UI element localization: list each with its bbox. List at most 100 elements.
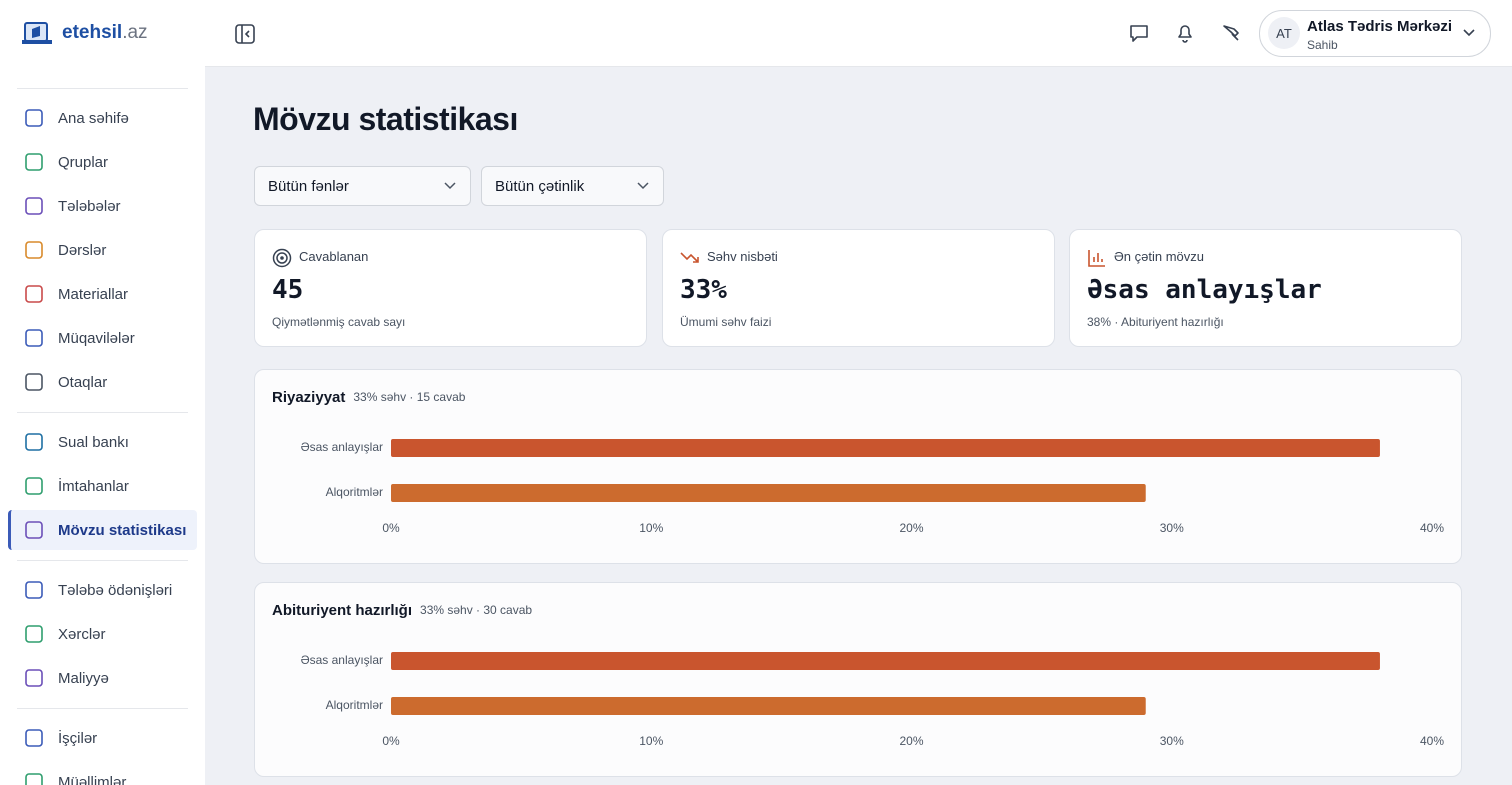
x-tick-label: 30%	[1160, 521, 1184, 535]
card-label: Səhv nisbəti	[707, 249, 778, 264]
notifications-button[interactable]	[1175, 23, 1195, 43]
difficulty-filter[interactable]: Bütün çətinlik	[481, 166, 664, 206]
topbar: AT Atlas Tədris Mərkəzi Sahib	[205, 0, 1512, 67]
nav-item[interactable]: Ana səhifə	[8, 98, 194, 138]
subject-filter[interactable]: Bütün fənlər	[254, 166, 471, 206]
panel-title: Abituriyent hazırlığı	[272, 602, 412, 619]
nav-label: Materiallar	[58, 285, 129, 303]
category-label: Alqoritmlər	[326, 485, 383, 499]
divider	[17, 88, 188, 89]
nav-label: Tələbə ödənişləri	[58, 581, 173, 599]
nav-icon	[25, 581, 43, 599]
category-label: Əsas anlayışlar	[301, 440, 383, 454]
messages-button[interactable]	[1129, 23, 1149, 43]
nav-icon	[25, 197, 43, 215]
stat-card: Cavablanan 45 Qiymətlənmiş cavab sayı	[254, 229, 647, 347]
bar-chart: Riyaziyyat 33% səhv · 15 cavab 0% 10% 20% 30%…	[272, 389, 1444, 535]
nav-icon	[25, 625, 43, 643]
logo[interactable]: etehsil.az	[22, 20, 148, 46]
user-menu[interactable]: AT Atlas Tədris Mərkəzi Sahib	[1259, 10, 1491, 57]
chart-icon	[1088, 250, 1105, 267]
chevron	[1463, 29, 1475, 37]
nav-item[interactable]: Otaqlar	[8, 362, 194, 402]
nav-label: İmtahanlar	[58, 477, 129, 495]
nav-item[interactable]: İmtahanlar	[8, 466, 194, 506]
bar	[391, 652, 1380, 670]
nav-icon	[25, 109, 43, 127]
divider	[17, 560, 188, 561]
nav-item[interactable]: Qruplar	[8, 142, 194, 182]
nav-label: Müəllimlər	[58, 773, 127, 785]
icon-shape	[25, 373, 43, 391]
nav-icon	[25, 153, 43, 171]
icon-shape	[25, 773, 43, 785]
nav-item[interactable]: İşçilər	[8, 718, 194, 758]
x-tick-label: 20%	[899, 521, 923, 535]
nav-icon	[25, 729, 43, 747]
card-label: Ən çətin mövzu	[1114, 249, 1204, 264]
nav-label: Tələbələr	[58, 197, 121, 215]
logo-name: etehsil	[62, 22, 123, 43]
x-tick-label: 40%	[1420, 734, 1444, 748]
icon-shape	[25, 669, 43, 687]
icon-shape	[25, 329, 43, 347]
nav-icon	[25, 477, 43, 495]
nav-item[interactable]: Xərclər	[8, 614, 194, 654]
x-tick-label: 10%	[639, 734, 663, 748]
nav-item[interactable]: Tələbə ödənişləri	[8, 570, 194, 610]
nav-label: Dərslər	[58, 241, 107, 259]
trend-icon	[680, 252, 699, 263]
nav-label: Maliyyə	[58, 669, 109, 687]
target-icon	[272, 248, 292, 268]
panel-subtitle: 33% səhv · 30 cavab	[420, 603, 532, 617]
nav-item[interactable]: Müqavilələr	[8, 318, 194, 358]
nav-label: Qruplar	[58, 153, 109, 171]
nav-item[interactable]: Maliyyə	[8, 658, 194, 698]
chevron	[444, 182, 456, 190]
icon-shape	[25, 197, 43, 215]
bar	[391, 439, 1380, 457]
nav-label: Müqavilələr	[58, 329, 135, 347]
card-value: 45	[272, 275, 304, 305]
icon-shape	[25, 521, 43, 539]
card-value: 33%	[680, 275, 727, 305]
nav-item[interactable]: Tələbələr	[8, 186, 194, 226]
icon-shape	[25, 625, 43, 643]
icon-shape	[25, 729, 43, 747]
nav-label: Mövzu statistikası	[58, 521, 187, 539]
nav-item[interactable]: Müəllimlər	[8, 762, 194, 785]
x-tick-label: 0%	[382, 521, 400, 535]
category-label: Əsas anlayışlar	[301, 653, 383, 667]
topic-panel: Riyaziyyat 33% səhv · 15 cavab 0% 10% 20% 30%…	[254, 369, 1462, 564]
x-tick-label: 40%	[1420, 521, 1444, 535]
avatar: AT	[1268, 17, 1300, 49]
category-label: Alqoritmlər	[326, 698, 383, 712]
bar	[391, 484, 1146, 502]
collapse-button[interactable]	[235, 24, 255, 44]
filter-label: Bütün çətinlik	[495, 177, 585, 195]
nav-icon	[25, 433, 43, 451]
user-role: Sahib	[1307, 38, 1338, 52]
nav-item[interactable]: Mövzu statistikası	[8, 510, 197, 550]
bar-chart: Abituriyent hazırlığı 33% səhv · 30 cavab…	[272, 602, 1444, 748]
tools-button[interactable]	[1221, 23, 1241, 43]
icon-shape	[25, 433, 43, 451]
nav-icon	[25, 373, 43, 391]
icon-shape	[25, 285, 43, 303]
stat-card: Səhv nisbəti 33% Ümumi səhv faizi	[662, 229, 1055, 347]
card-label: Cavablanan	[299, 249, 369, 264]
x-tick-label: 0%	[382, 734, 400, 748]
nav-item[interactable]: Dərslər	[8, 230, 194, 270]
x-tick-label: 10%	[639, 521, 663, 535]
nav-item[interactable]: Materiallar	[8, 274, 194, 314]
card-caption: Ümumi səhv faizi	[680, 315, 772, 329]
nav-label: Xərclər	[58, 625, 106, 643]
nav-item[interactable]: Sual bankı	[8, 422, 194, 462]
sidebar: etehsil.az Ana səhifə Qruplar Tələbələr Dər…	[0, 0, 205, 785]
x-tick-label: 30%	[1160, 734, 1184, 748]
logo-suffix: .az	[122, 22, 148, 43]
nav-label: Otaqlar	[58, 373, 108, 391]
nav-icon	[25, 521, 43, 539]
topic-panel: Abituriyent hazırlığı 33% səhv · 30 cavab…	[254, 582, 1462, 777]
